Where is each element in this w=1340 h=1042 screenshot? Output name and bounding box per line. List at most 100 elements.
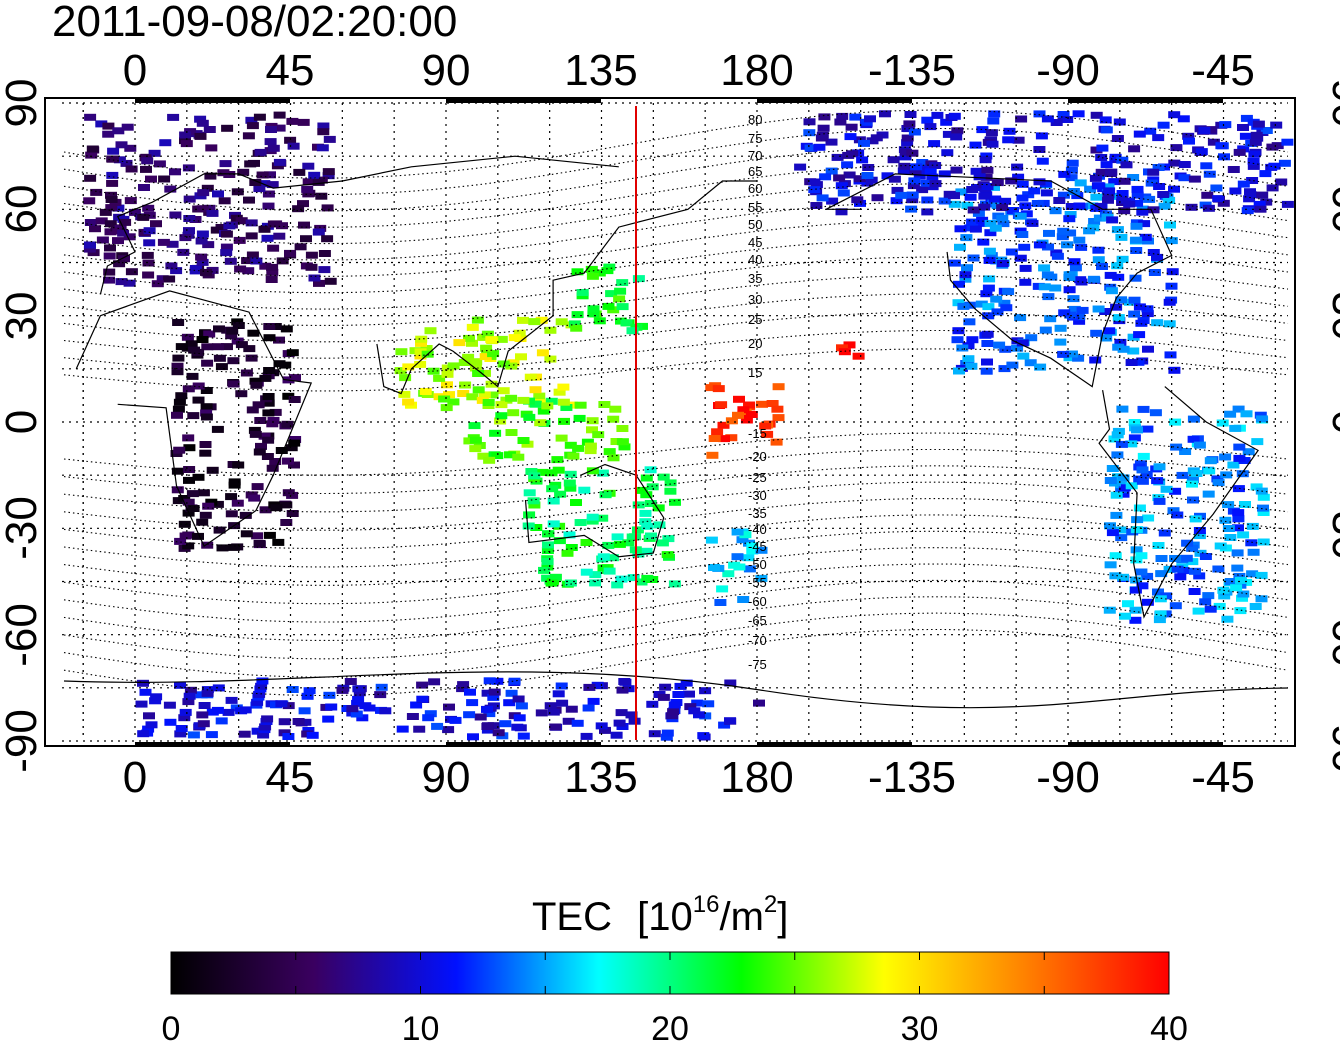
tec-cell (1281, 200, 1294, 208)
tec-cell (715, 401, 728, 409)
tec-cell (1129, 606, 1142, 614)
tec-cell (586, 426, 598, 434)
tec-cell (142, 259, 155, 267)
tec-cell (1019, 264, 1032, 272)
tec-cell (688, 707, 701, 715)
contour-label: 60 (748, 181, 762, 196)
tec-cell (928, 140, 941, 148)
tec-cell (472, 370, 485, 377)
tec-cell (273, 124, 286, 132)
tec-cell (724, 717, 736, 725)
tec-cell (200, 387, 213, 394)
tec-cell (961, 264, 973, 272)
tec-cell (481, 330, 494, 338)
tec-cell (1163, 298, 1176, 306)
contour-label: -40 (748, 522, 767, 537)
tec-cell (266, 420, 279, 428)
tec-cell (1117, 573, 1129, 581)
tec-cell (1153, 616, 1166, 624)
colorbar: TEC [1016/m2] 0 10 20 30 40 (162, 891, 1188, 1042)
tec-cell (1067, 188, 1080, 195)
tec-cell (463, 437, 476, 445)
tec-cell (212, 684, 225, 692)
tec-cell (586, 517, 599, 525)
tec-cell (964, 193, 977, 201)
tec-cell (1251, 438, 1264, 446)
tec-cell (210, 226, 223, 234)
tec-cell (243, 345, 256, 353)
tec-cell (1160, 485, 1173, 493)
tec-cell (95, 217, 108, 225)
tec-cell (986, 140, 999, 148)
tec-cell (1151, 253, 1163, 261)
colorbar-title-name: TEC (532, 895, 612, 939)
tec-cell (1005, 248, 1018, 256)
tec-cell (1201, 191, 1214, 199)
tec-cell (261, 453, 274, 460)
tec-cell (212, 190, 224, 198)
tec-cell (1129, 586, 1142, 594)
tec-cell (245, 116, 258, 124)
tec-cell (1119, 612, 1131, 620)
tec-cell (644, 466, 657, 474)
tec-cell (656, 539, 669, 547)
tec-cell (402, 398, 415, 406)
tec-cell (123, 279, 136, 287)
tec-cell (966, 186, 979, 193)
tec-cell (171, 368, 184, 376)
tec-cell (1072, 354, 1085, 362)
tec-cell (235, 217, 248, 225)
coastline (75, 290, 313, 547)
contour-label: -45 (748, 539, 767, 554)
tec-cell (463, 334, 475, 342)
tec-cell (128, 208, 141, 216)
tec-cell (422, 714, 435, 722)
tec-cell (292, 205, 305, 213)
tec-cell (83, 197, 96, 205)
tec-cell (999, 197, 1012, 205)
tec-cell (901, 139, 914, 147)
tec-cell (280, 325, 293, 333)
right-lat-label: -90 (1323, 709, 1340, 773)
tec-cell (112, 237, 124, 245)
bottom-lon-label: 135 (564, 753, 637, 802)
tec-cell (1110, 303, 1123, 311)
tec-cell (481, 705, 493, 713)
tec-cell (246, 251, 259, 259)
tec-cell (1231, 564, 1244, 572)
tec-cell (1053, 197, 1066, 204)
tec-cell (699, 712, 712, 720)
tec-cell (211, 343, 224, 351)
tec-cell (194, 115, 207, 123)
tec-cell (1115, 296, 1128, 304)
tec-cell (1144, 127, 1157, 135)
tec-cell (536, 468, 549, 476)
tec-cell (1054, 324, 1067, 332)
tec-cell (225, 332, 238, 340)
tec-cell (240, 530, 253, 538)
tec-cell (350, 710, 363, 718)
tec-cell (84, 241, 96, 249)
tec-cell (253, 539, 266, 547)
tec-cell (124, 197, 137, 205)
tec-cell (179, 532, 192, 540)
tec-cell (803, 118, 816, 126)
bottom-lon-label: 180 (720, 753, 793, 802)
tec-cell (183, 444, 196, 452)
tec-cell (737, 406, 750, 414)
tec-cell (1108, 435, 1121, 443)
tec-cell (463, 711, 476, 719)
tec-cell (1163, 320, 1176, 328)
tec-cell (952, 299, 965, 307)
tec-cell (580, 732, 593, 740)
tec-cell (1063, 354, 1076, 362)
tec-cell (1073, 202, 1086, 210)
colorbar-ticks (170, 952, 1170, 994)
tec-cell (251, 483, 264, 491)
tec-cell (262, 393, 275, 400)
tec-cell (505, 429, 518, 436)
bottom-lon-label: 0 (123, 753, 147, 802)
tec-cell (1143, 195, 1156, 203)
tec-cell (399, 374, 412, 382)
tec-cell (554, 490, 567, 498)
